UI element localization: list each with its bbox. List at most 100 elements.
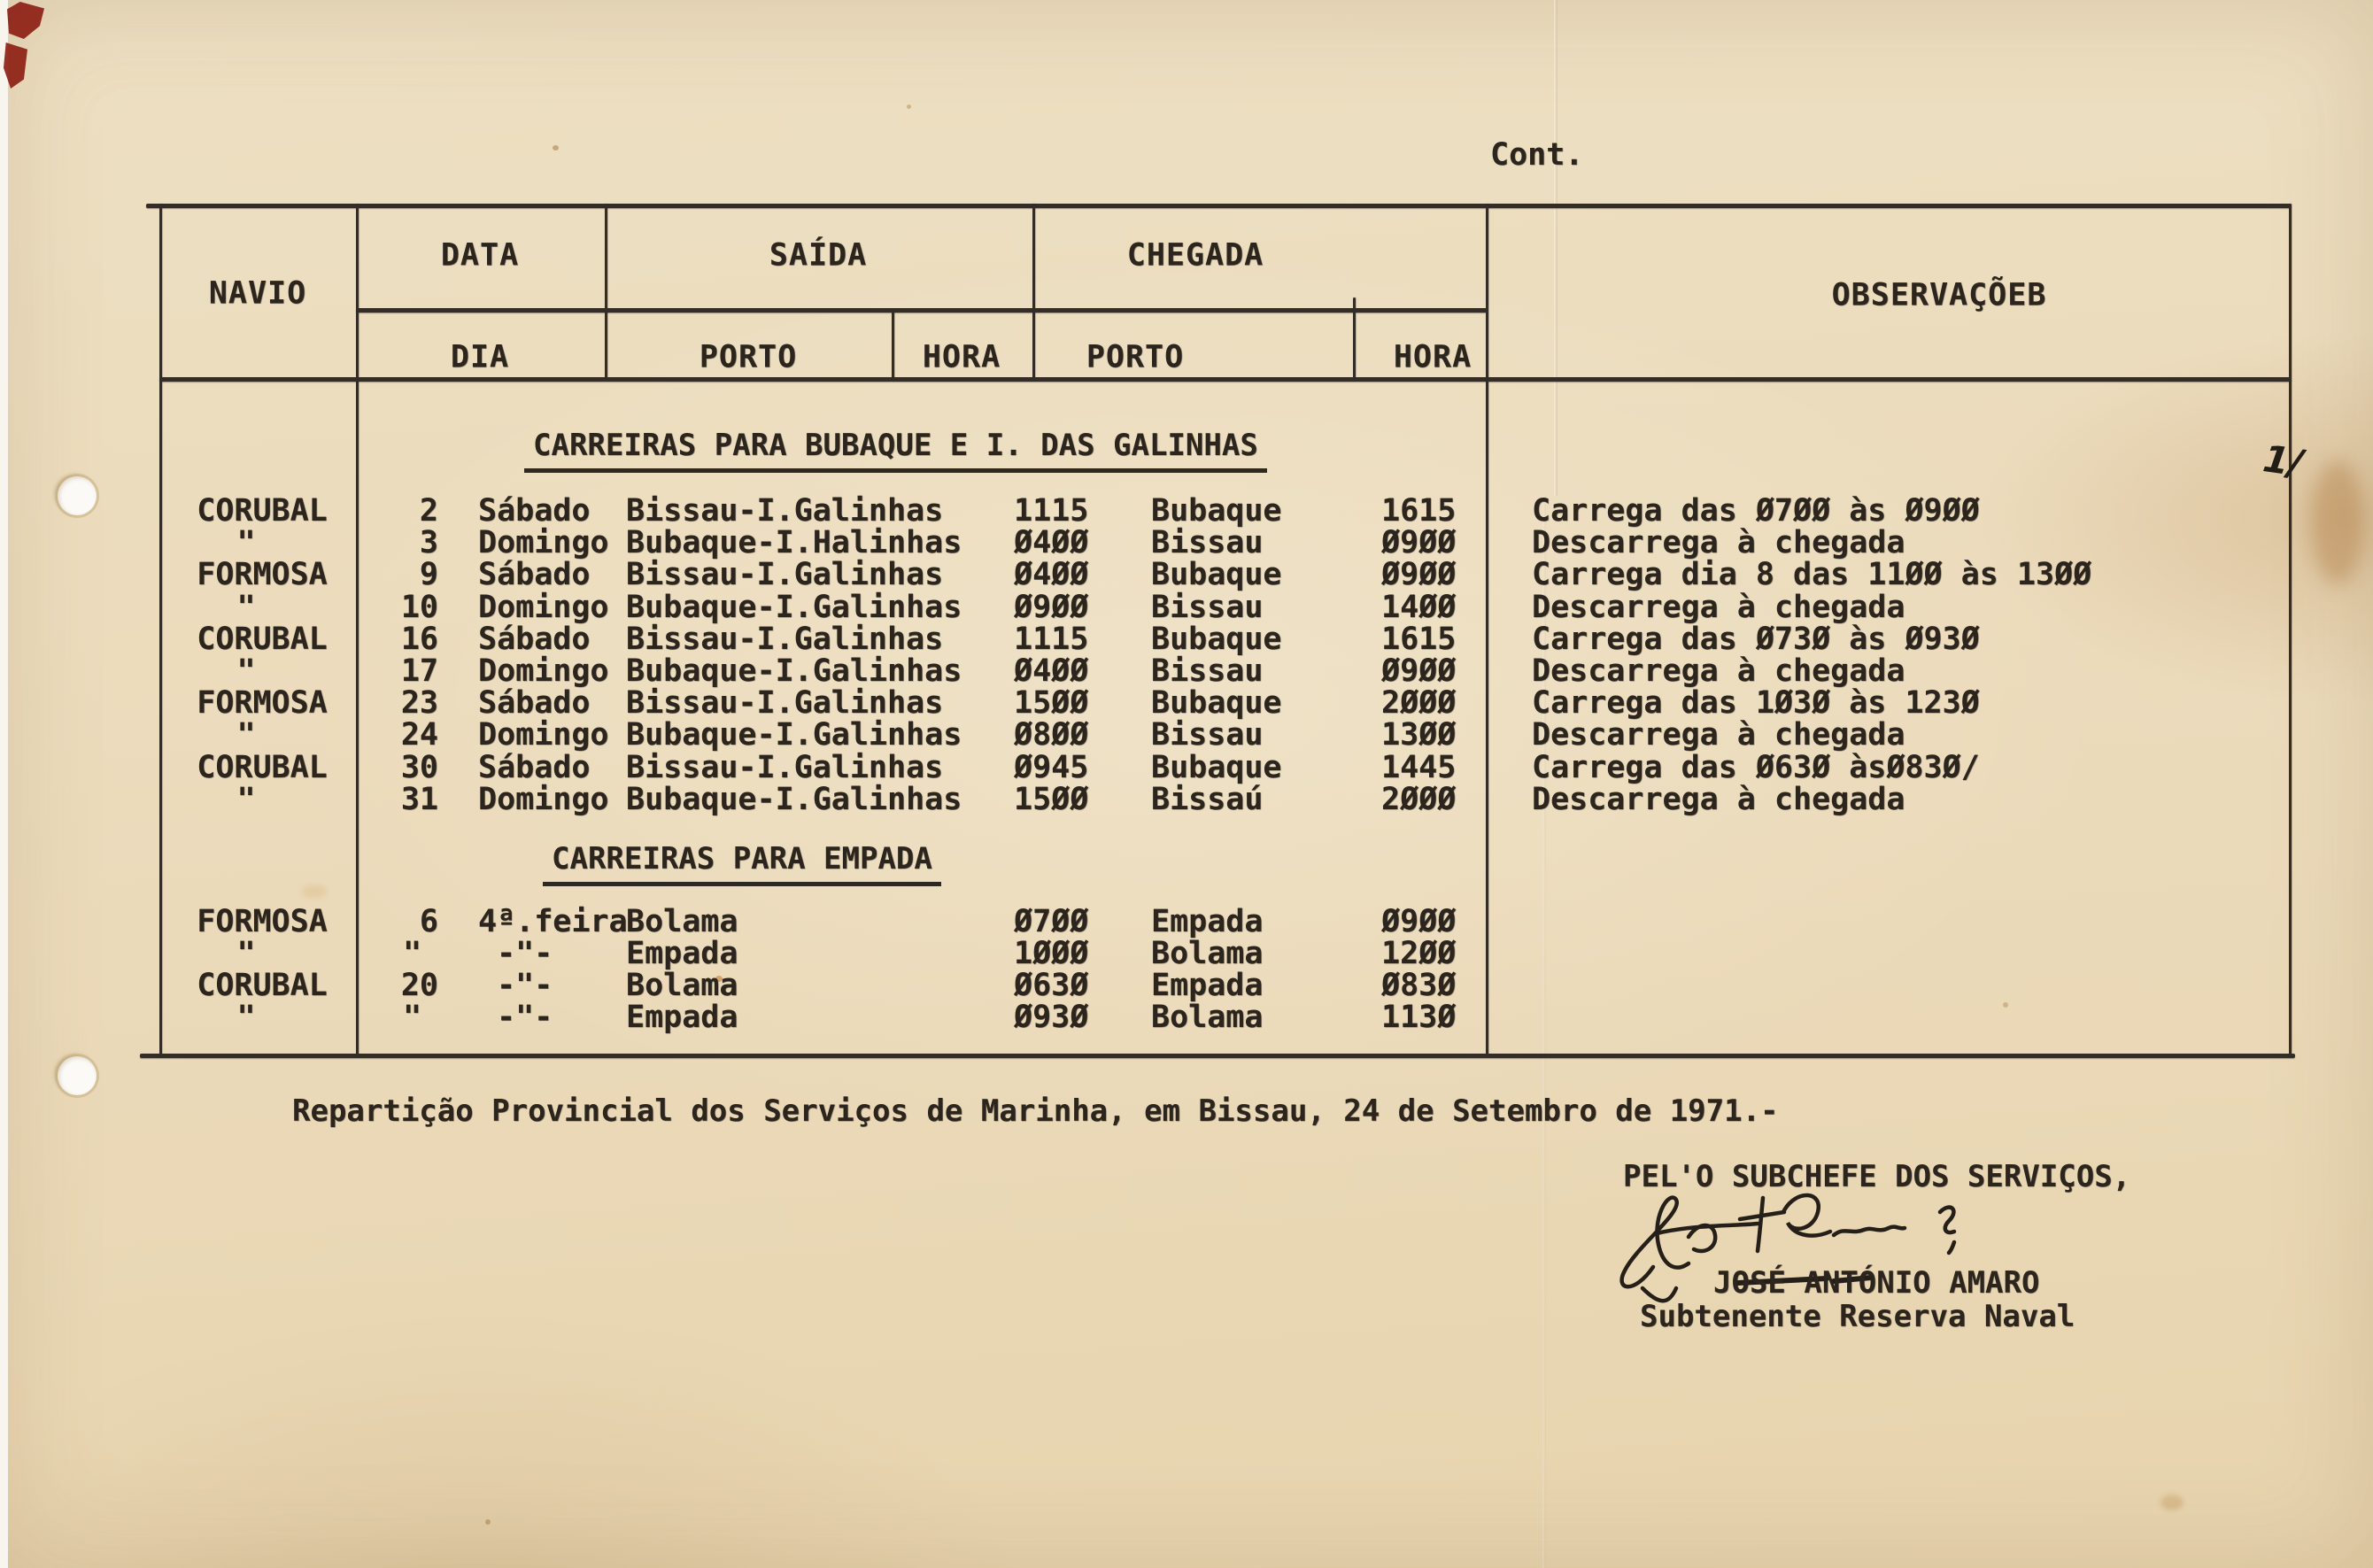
cell-observacoes: Descarrega à chegada [1532, 525, 1905, 560]
cell-dia: 3 [419, 525, 438, 560]
col-header-chegada: CHEGADA [1126, 237, 1264, 274]
cell-navio: FORMOSA [197, 904, 328, 939]
col-header-saida: SAÍDA [769, 237, 868, 274]
table-rule-horizontal [140, 1054, 2295, 1058]
cell-dia-nome: Domingo [478, 717, 609, 753]
cell-observacoes: Carrega das Ø7ØØ às Ø9ØØ [1532, 493, 1980, 529]
cell-porto-saida: Empada [626, 1000, 738, 1035]
fold-crease [1542, 496, 1546, 1568]
cell-dia: " [403, 936, 422, 971]
cell-porto-chegada: Bissau [1151, 717, 1264, 753]
cell-navio: CORUBAL [197, 622, 328, 657]
cell-dia-nome: Sábado [478, 557, 591, 592]
cell-hora-saida: Ø93Ø [1014, 1000, 1089, 1035]
cell-observacoes: Descarrega à chegada [1532, 717, 1905, 753]
cell-navio: CORUBAL [197, 750, 328, 785]
cell-hora-chegada: Ø83Ø [1381, 968, 1457, 1003]
table-rule-vertical [356, 204, 359, 1056]
paper-speck [715, 976, 723, 982]
cell-dia-nome: -"- [497, 1000, 553, 1035]
hole-punch [58, 476, 97, 515]
signature-name: JOSÉ ANTÓNIO AMARO [1713, 1265, 2040, 1301]
table-rule-vertical [2289, 204, 2292, 1056]
cell-porto-saida: Bissau-I.Galinhas [626, 750, 944, 785]
cell-hora-chegada: 14ØØ [1381, 590, 1457, 625]
cell-porto-saida: Bolama [626, 904, 738, 939]
footer-issuer-line: Repartição Provincial dos Serviços de Ma… [292, 1093, 1779, 1129]
col-header-data: DATA [440, 237, 520, 274]
cell-navio: FORMOSA [197, 685, 328, 721]
paper-speck [485, 1519, 491, 1525]
cell-observacoes: Carrega das Ø63Ø àsØ83Ø/ [1532, 750, 1980, 785]
table-rule-vertical [159, 204, 162, 1056]
cell-navio: CORUBAL [197, 968, 328, 1003]
table-rule-vertical [1353, 297, 1356, 379]
cell-dia-nome: Domingo [478, 653, 609, 689]
cell-observacoes: Carrega das 1Ø3Ø às 123Ø [1532, 685, 1980, 721]
cell-dia: 31 [400, 782, 438, 817]
cell-hora-saida: 15ØØ [1014, 782, 1089, 817]
cell-hora-saida: Ø4ØØ [1014, 525, 1089, 560]
cell-dia-nome: Sábado [478, 750, 591, 785]
fold-crease [1554, 0, 1558, 496]
signature-role: Subtenente Reserva Naval [1640, 1299, 2075, 1334]
paper-stain [2160, 1495, 2184, 1510]
cell-porto-saida: Bubaque-I.Galinhas [626, 590, 962, 625]
cell-hora-chegada: 1445 [1381, 750, 1457, 785]
paper-speck [2003, 1002, 2008, 1008]
cell-hora-saida: Ø4ØØ [1014, 557, 1089, 592]
cell-dia-nome: -"- [497, 936, 553, 971]
col-header-porto-chegada: PORTO [1086, 339, 1185, 375]
table-rule-vertical [1032, 204, 1035, 379]
section-title-bubaque: CARREIRAS PARA BUBAQUE E I. DAS GALINHAS [524, 430, 1267, 473]
cell-hora-saida: Ø8ØØ [1014, 717, 1089, 753]
cell-navio: " [236, 717, 256, 753]
cell-porto-saida: Bubaque-I.Halinhas [626, 525, 962, 560]
cell-dia: 10 [400, 590, 438, 625]
cell-porto-saida: Bubaque-I.Galinhas [626, 782, 962, 817]
cell-navio: " [236, 525, 256, 560]
cell-observacoes: Descarrega à chegada [1532, 653, 1905, 689]
cell-observacoes: Carrega dia 8 das 11ØØ às 13ØØ [1532, 557, 2092, 592]
cell-dia-nome: Sábado [478, 622, 591, 657]
cell-hora-chegada: 113Ø [1381, 1000, 1457, 1035]
cell-porto-chegada: Empada [1151, 968, 1264, 1003]
cell-porto-chegada: Bissau [1151, 653, 1264, 689]
cell-dia: 9 [419, 557, 438, 592]
cell-porto-saida: Bissau-I.Galinhas [626, 493, 944, 529]
cell-hora-saida: Ø63Ø [1014, 968, 1089, 1003]
cell-hora-chegada: 13ØØ [1381, 717, 1457, 753]
cell-navio: " [236, 590, 256, 625]
cell-porto-saida: Bissau-I.Galinhas [626, 622, 944, 657]
cell-porto-chegada: Bubaque [1151, 622, 1282, 657]
cell-hora-saida: Ø7ØØ [1014, 904, 1089, 939]
hole-punch [58, 1056, 97, 1095]
cell-porto-chegada: Bissau [1151, 525, 1264, 560]
cell-hora-chegada: 12ØØ [1381, 936, 1457, 971]
cell-hora-chegada: Ø9ØØ [1381, 557, 1457, 592]
cell-dia: 20 [400, 968, 438, 1003]
handwritten-page-mark: 1/ [2260, 436, 2306, 485]
col-header-hora-chegada: HORA [1393, 339, 1472, 375]
cell-porto-saida: Bissau-I.Galinhas [626, 685, 944, 721]
cell-hora-chegada: 2ØØØ [1381, 685, 1457, 721]
cell-porto-chegada: Bubaque [1151, 557, 1282, 592]
cell-hora-saida: 1115 [1014, 622, 1089, 657]
scan-edge-strip [0, 0, 8, 1568]
cell-porto-saida: Bubaque-I.Galinhas [626, 717, 962, 753]
cell-dia-nome: Sábado [478, 493, 591, 529]
cell-dia-nome: Sábado [478, 685, 591, 721]
cell-porto-chegada: Bolama [1151, 1000, 1264, 1035]
table-rule-vertical [1486, 204, 1488, 1056]
cell-dia-nome: Domingo [478, 590, 609, 625]
table-rule-horizontal [146, 204, 2292, 208]
signature-title: PEL'O SUBCHEFE DOS SERVIÇOS, [1623, 1159, 2131, 1194]
cell-hora-chegada: 1615 [1381, 493, 1457, 529]
cell-navio: " [236, 1000, 256, 1035]
cell-porto-chegada: Empada [1151, 904, 1264, 939]
cell-porto-saida: Empada [626, 936, 738, 971]
paper-stain [301, 885, 328, 898]
cell-porto-chegada: Bissau [1151, 590, 1264, 625]
cell-dia-nome: Domingo [478, 782, 609, 817]
